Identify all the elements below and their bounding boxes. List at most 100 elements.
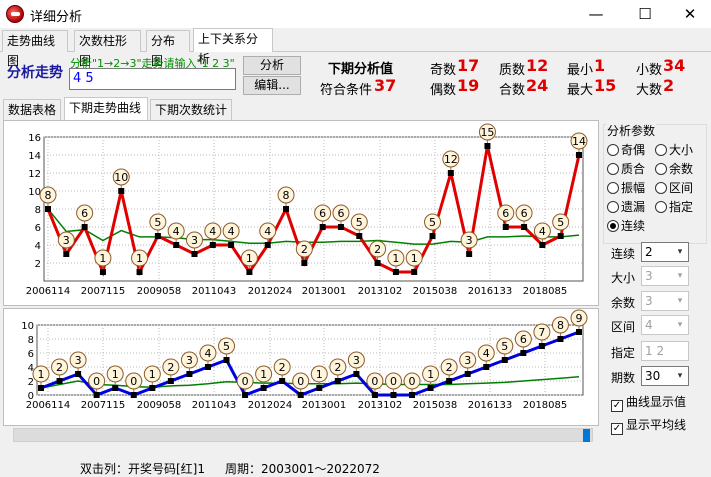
x-tick-label: 2015038 bbox=[413, 286, 458, 297]
radio-consecutive[interactable]: 连续 bbox=[607, 217, 645, 234]
data-label-bubble bbox=[310, 365, 328, 383]
data-label-bubble bbox=[497, 204, 515, 222]
radio-remainder[interactable]: 余数 bbox=[655, 160, 693, 177]
radio-missing[interactable]: 遗漏 bbox=[607, 198, 645, 215]
y-tick-label: 2 bbox=[35, 259, 41, 270]
data-point bbox=[63, 251, 70, 257]
radio-odd-even[interactable]: 奇偶 bbox=[607, 141, 645, 158]
analyze-button[interactable]: 分析 bbox=[243, 56, 301, 75]
tab-next-trend-curve[interactable]: 下期走势曲线 bbox=[64, 97, 148, 121]
data-label: 0 bbox=[297, 375, 304, 388]
chevron-down-icon: ▾ bbox=[677, 247, 683, 257]
data-point bbox=[167, 378, 174, 384]
scrollbar-thumb[interactable] bbox=[583, 429, 590, 442]
data-label: 4 bbox=[483, 347, 490, 360]
radio-label: 质合 bbox=[621, 162, 646, 176]
x-tick-label: 2012024 bbox=[248, 286, 293, 297]
select-value: 3 bbox=[645, 294, 653, 308]
x-tick-label: 2016133 bbox=[468, 400, 513, 411]
data-point bbox=[483, 364, 490, 370]
x-tick-label: 2015038 bbox=[413, 400, 458, 411]
consecutive-select[interactable]: 2 ▾ bbox=[641, 242, 689, 262]
data-label-bubble bbox=[387, 249, 405, 267]
radio-interval[interactable]: 区间 bbox=[655, 179, 693, 196]
tab-distribution[interactable]: 分布图 bbox=[146, 30, 190, 68]
edit-button[interactable]: 编辑... bbox=[243, 76, 301, 95]
periods-select[interactable]: 30 ▾ bbox=[641, 366, 689, 386]
data-point bbox=[242, 392, 249, 398]
data-label-bubble bbox=[459, 351, 477, 369]
data-label-bubble bbox=[204, 222, 222, 240]
data-point bbox=[191, 251, 198, 257]
data-label-bubble bbox=[533, 323, 551, 341]
data-label: 2 bbox=[301, 243, 308, 256]
show-values-checkbox[interactable]: ✓ 曲线显示值 bbox=[611, 393, 686, 412]
data-label-bubble bbox=[292, 372, 310, 390]
even-label: 偶数 bbox=[430, 83, 457, 98]
sub-tab-bar: 数据表格 下期走势曲线 下期次数统计 bbox=[3, 97, 603, 121]
select-value: 4 bbox=[645, 318, 653, 332]
data-point bbox=[319, 224, 326, 230]
data-label-bubble bbox=[551, 316, 569, 334]
chart-scrollbar[interactable] bbox=[13, 428, 593, 442]
data-label: 3 bbox=[75, 354, 82, 367]
tab-trend-curve[interactable]: 走势曲线图 bbox=[2, 30, 68, 68]
y-tick-label: 4 bbox=[28, 363, 34, 374]
x-tick-label: 2012024 bbox=[248, 400, 293, 411]
data-label: 2 bbox=[167, 361, 174, 374]
analysis-label: 分析走势 bbox=[7, 65, 63, 81]
data-point bbox=[154, 233, 161, 239]
tab-relationship-analysis[interactable]: 上下关系分析 bbox=[193, 28, 273, 66]
data-label: 6 bbox=[502, 207, 509, 220]
specify-label: 指定 bbox=[610, 346, 635, 360]
data-label: 5 bbox=[356, 216, 363, 229]
data-label: 0 bbox=[130, 375, 137, 388]
data-point bbox=[173, 242, 180, 248]
tab-data-table[interactable]: 数据表格 bbox=[3, 99, 61, 121]
analysis-input[interactable]: 4 5 bbox=[69, 68, 236, 90]
data-point bbox=[464, 371, 471, 377]
close-button[interactable]: ✕ bbox=[683, 5, 697, 23]
radio-prime-composite[interactable]: 质合 bbox=[607, 160, 645, 177]
radio-big-small[interactable]: 大小 bbox=[655, 141, 693, 158]
data-label: 12 bbox=[444, 153, 458, 166]
data-label: 3 bbox=[63, 234, 70, 247]
data-point bbox=[353, 371, 360, 377]
radio-circle bbox=[607, 182, 619, 194]
minimize-button[interactable]: — bbox=[588, 5, 604, 23]
data-label: 0 bbox=[390, 375, 397, 388]
data-label-bubble bbox=[403, 372, 421, 390]
data-label: 5 bbox=[223, 340, 230, 353]
specify-input: 1 2 bbox=[641, 341, 689, 361]
x-tick-label: 2009058 bbox=[137, 400, 182, 411]
data-label-bubble bbox=[277, 186, 295, 204]
select-value: 30 bbox=[645, 369, 661, 383]
data-point bbox=[316, 385, 323, 391]
data-label: 1 bbox=[136, 252, 143, 265]
data-label-bubble bbox=[106, 365, 124, 383]
data-point bbox=[446, 378, 453, 384]
data-label: 3 bbox=[466, 234, 473, 247]
size-select: 3 ▾ bbox=[641, 266, 689, 286]
data-point bbox=[45, 206, 51, 212]
data-label-bubble bbox=[218, 337, 236, 355]
y-tick-label: 6 bbox=[35, 223, 41, 234]
radio-specify[interactable]: 指定 bbox=[655, 198, 693, 215]
min-value: 1 bbox=[594, 56, 606, 75]
data-label: 3 bbox=[191, 234, 198, 247]
radio-label: 余数 bbox=[669, 162, 694, 176]
show-average-checkbox[interactable]: ✓ 显示平均线 bbox=[611, 416, 686, 435]
data-label-bubble bbox=[240, 249, 258, 267]
data-label: 3 bbox=[464, 354, 471, 367]
maximize-button[interactable]: ☐ bbox=[638, 5, 652, 23]
tab-next-count-stats[interactable]: 下期次数统计 bbox=[150, 99, 232, 121]
radio-label: 区间 bbox=[669, 181, 694, 195]
tab-count-bars[interactable]: 次数柱形图 bbox=[74, 30, 141, 68]
radio-amplitude[interactable]: 振幅 bbox=[607, 179, 645, 196]
data-label-bubble bbox=[167, 222, 185, 240]
composite-value: 24 bbox=[526, 76, 549, 95]
data-label: 10 bbox=[114, 171, 128, 184]
data-label-bubble bbox=[477, 344, 495, 362]
data-label-bubble bbox=[57, 231, 75, 249]
data-label: 1 bbox=[411, 252, 418, 265]
